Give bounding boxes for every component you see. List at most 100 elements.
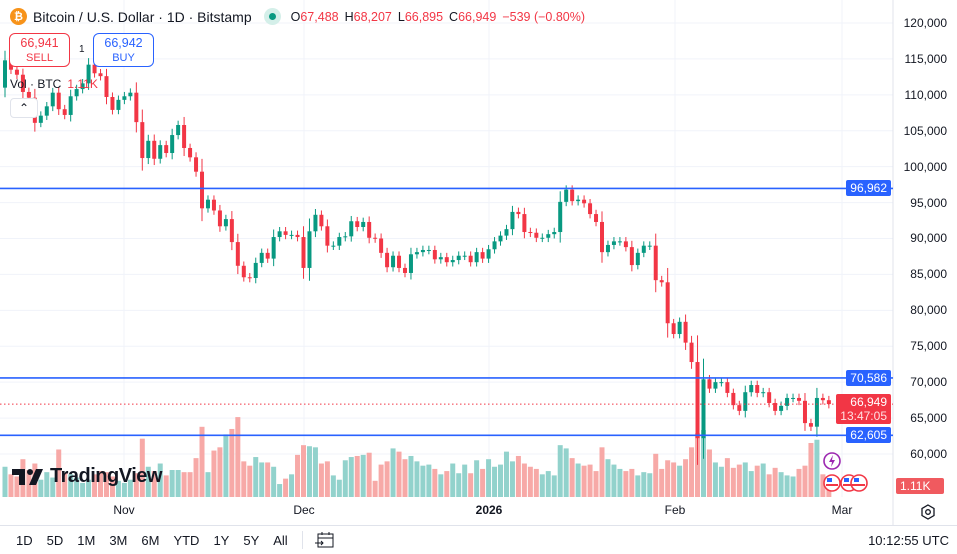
- date-range-icon[interactable]: [314, 531, 335, 549]
- volume-bar: [74, 477, 80, 497]
- volume-bar: [378, 464, 384, 497]
- volume-bar: [86, 479, 92, 497]
- candle: [623, 237, 628, 252]
- tradingview-logo[interactable]: TradingView: [12, 465, 162, 488]
- price-chart[interactable]: [0, 0, 957, 525]
- range-6m[interactable]: 6M: [141, 532, 160, 548]
- candle: [289, 230, 294, 240]
- range-ytd[interactable]: YTD: [173, 532, 200, 548]
- price-axis-label: 65,000: [910, 411, 947, 426]
- range-5y[interactable]: 5Y: [243, 532, 260, 548]
- candle: [510, 205, 515, 236]
- candle: [164, 140, 169, 158]
- range-1d[interactable]: 1D: [16, 532, 33, 548]
- range-1m[interactable]: 1M: [77, 532, 96, 548]
- volume-bar: [151, 471, 157, 497]
- volume-bar: [402, 459, 408, 497]
- range-all[interactable]: All: [273, 532, 288, 548]
- time-label-nov: Nov: [113, 503, 135, 517]
- settings-icon[interactable]: [920, 504, 936, 520]
- volume-bar: [68, 474, 74, 497]
- range-5d[interactable]: 5D: [46, 532, 64, 548]
- candle: [194, 152, 199, 177]
- volume-bar: [414, 461, 420, 497]
- volume-bar: [689, 447, 695, 497]
- volume-bar: [545, 471, 551, 497]
- candle: [44, 102, 49, 120]
- events-icons[interactable]: [818, 450, 878, 495]
- volume-bar: [312, 447, 318, 497]
- range-3m[interactable]: 3M: [109, 532, 128, 548]
- candle: [552, 227, 557, 239]
- clock[interactable]: 10:12:55 UTC: [868, 533, 949, 548]
- candle: [307, 218, 312, 281]
- candle: [755, 380, 760, 398]
- candle: [402, 263, 407, 278]
- price-axis-label: 90,000: [910, 231, 947, 246]
- volume-bar: [390, 448, 396, 497]
- candle: [80, 79, 85, 94]
- candle: [68, 89, 73, 122]
- bar-countdown: 13:47:05: [840, 409, 887, 424]
- volume-bar: [235, 417, 241, 497]
- hline-price-tag: 70,586: [846, 369, 891, 386]
- volume-bar: [593, 471, 599, 497]
- current-price: 66,949: [850, 395, 887, 410]
- candle: [74, 84, 79, 101]
- volume-bar: [456, 473, 462, 497]
- volume-bar: [551, 475, 557, 497]
- candle: [104, 68, 109, 105]
- price-axis-label: 60,000: [910, 446, 947, 461]
- range-1y[interactable]: 1Y: [213, 532, 230, 548]
- volume-bar: [145, 466, 151, 497]
- volume-bar: [533, 468, 539, 497]
- candle: [319, 210, 324, 231]
- candle: [355, 216, 360, 232]
- volume-bar: [730, 467, 736, 497]
- volume-bar: [139, 438, 145, 497]
- volume-bar: [217, 447, 223, 497]
- volume-bar: [354, 455, 360, 497]
- sell-button[interactable]: 66,941 SELL: [9, 33, 70, 67]
- candle: [611, 237, 616, 250]
- volume-bar: [724, 458, 730, 497]
- candle: [86, 58, 91, 90]
- volume-bar: [706, 449, 712, 497]
- candle: [820, 393, 825, 405]
- volume-bar: [695, 433, 701, 497]
- candle: [241, 261, 246, 282]
- collapse-legend-button[interactable]: ⌃: [10, 98, 38, 118]
- volume-bar: [121, 482, 127, 497]
- candle: [719, 377, 724, 387]
- volume-bar: [581, 465, 587, 497]
- candle: [62, 104, 67, 120]
- candle: [641, 241, 646, 258]
- volume-bar: [671, 462, 677, 497]
- price-axis-label: 115,000: [904, 51, 948, 66]
- volume-bar: [539, 474, 545, 497]
- volume-bar: [432, 468, 438, 497]
- us-flag-icon: [850, 474, 868, 492]
- volume-bar: [348, 457, 354, 497]
- volume-bar: [318, 463, 324, 497]
- volume-bar: [492, 466, 498, 497]
- symbol-title[interactable]: Bitcoin / U.S. Dollar · 1D · Bitstamp: [33, 8, 252, 25]
- candle: [205, 195, 210, 213]
- volume-bar: [62, 473, 68, 497]
- volume-bar: [629, 468, 635, 497]
- volume-bar: [127, 479, 133, 497]
- volume-tag: 1.11K: [896, 478, 944, 494]
- candle: [498, 231, 503, 246]
- volume-bar: [253, 457, 259, 497]
- candle: [397, 251, 402, 273]
- volume-bar: [790, 476, 796, 497]
- candle: [259, 248, 264, 268]
- candle: [223, 214, 228, 231]
- spread: 1: [79, 44, 85, 55]
- price-axis-label: 95,000: [910, 195, 947, 210]
- buy-button[interactable]: 66,942 BUY: [93, 33, 154, 67]
- candle: [337, 232, 342, 250]
- symbol-header: ₿ Bitcoin / U.S. Dollar · 1D · Bitstamp …: [10, 8, 585, 25]
- candle: [677, 317, 682, 339]
- volume-legend[interactable]: Vol · BTC 1.11K: [10, 77, 98, 91]
